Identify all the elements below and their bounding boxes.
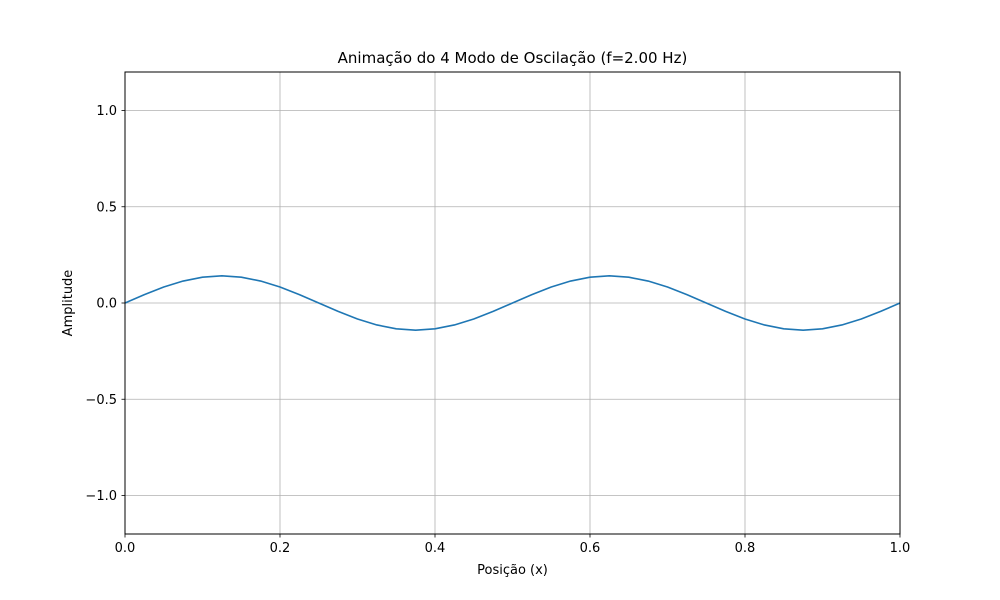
x-tick-label: 0.4 — [425, 541, 446, 556]
y-tick-label: 0.5 — [96, 200, 117, 215]
x-tick-label: 0.0 — [115, 541, 136, 556]
y-tick-label: 0.0 — [96, 297, 117, 312]
y-tick-label: −0.5 — [85, 393, 117, 408]
series-line — [124, 275, 901, 331]
x-tick-label: 0.8 — [735, 541, 756, 556]
x-axis-label: Posição (x) — [477, 563, 548, 578]
series-layer — [124, 275, 901, 331]
x-tick-label: 0.2 — [270, 541, 291, 556]
x-tick-label: 1.0 — [890, 541, 911, 556]
x-tick-label: 0.6 — [580, 541, 601, 556]
axis-ticks: 0.0 0.2 0.4 0.6 0.8 1.0 −1.0 −0.5 0.0 0.5 1.0 — [85, 104, 910, 556]
chart-title: Animação do 4 Modo de Oscilação (f=2.00 … — [338, 49, 688, 67]
y-tick-label: 1.0 — [96, 104, 117, 119]
y-tick-label: −1.0 — [85, 489, 117, 504]
y-axis-label: Amplitude — [61, 270, 76, 337]
